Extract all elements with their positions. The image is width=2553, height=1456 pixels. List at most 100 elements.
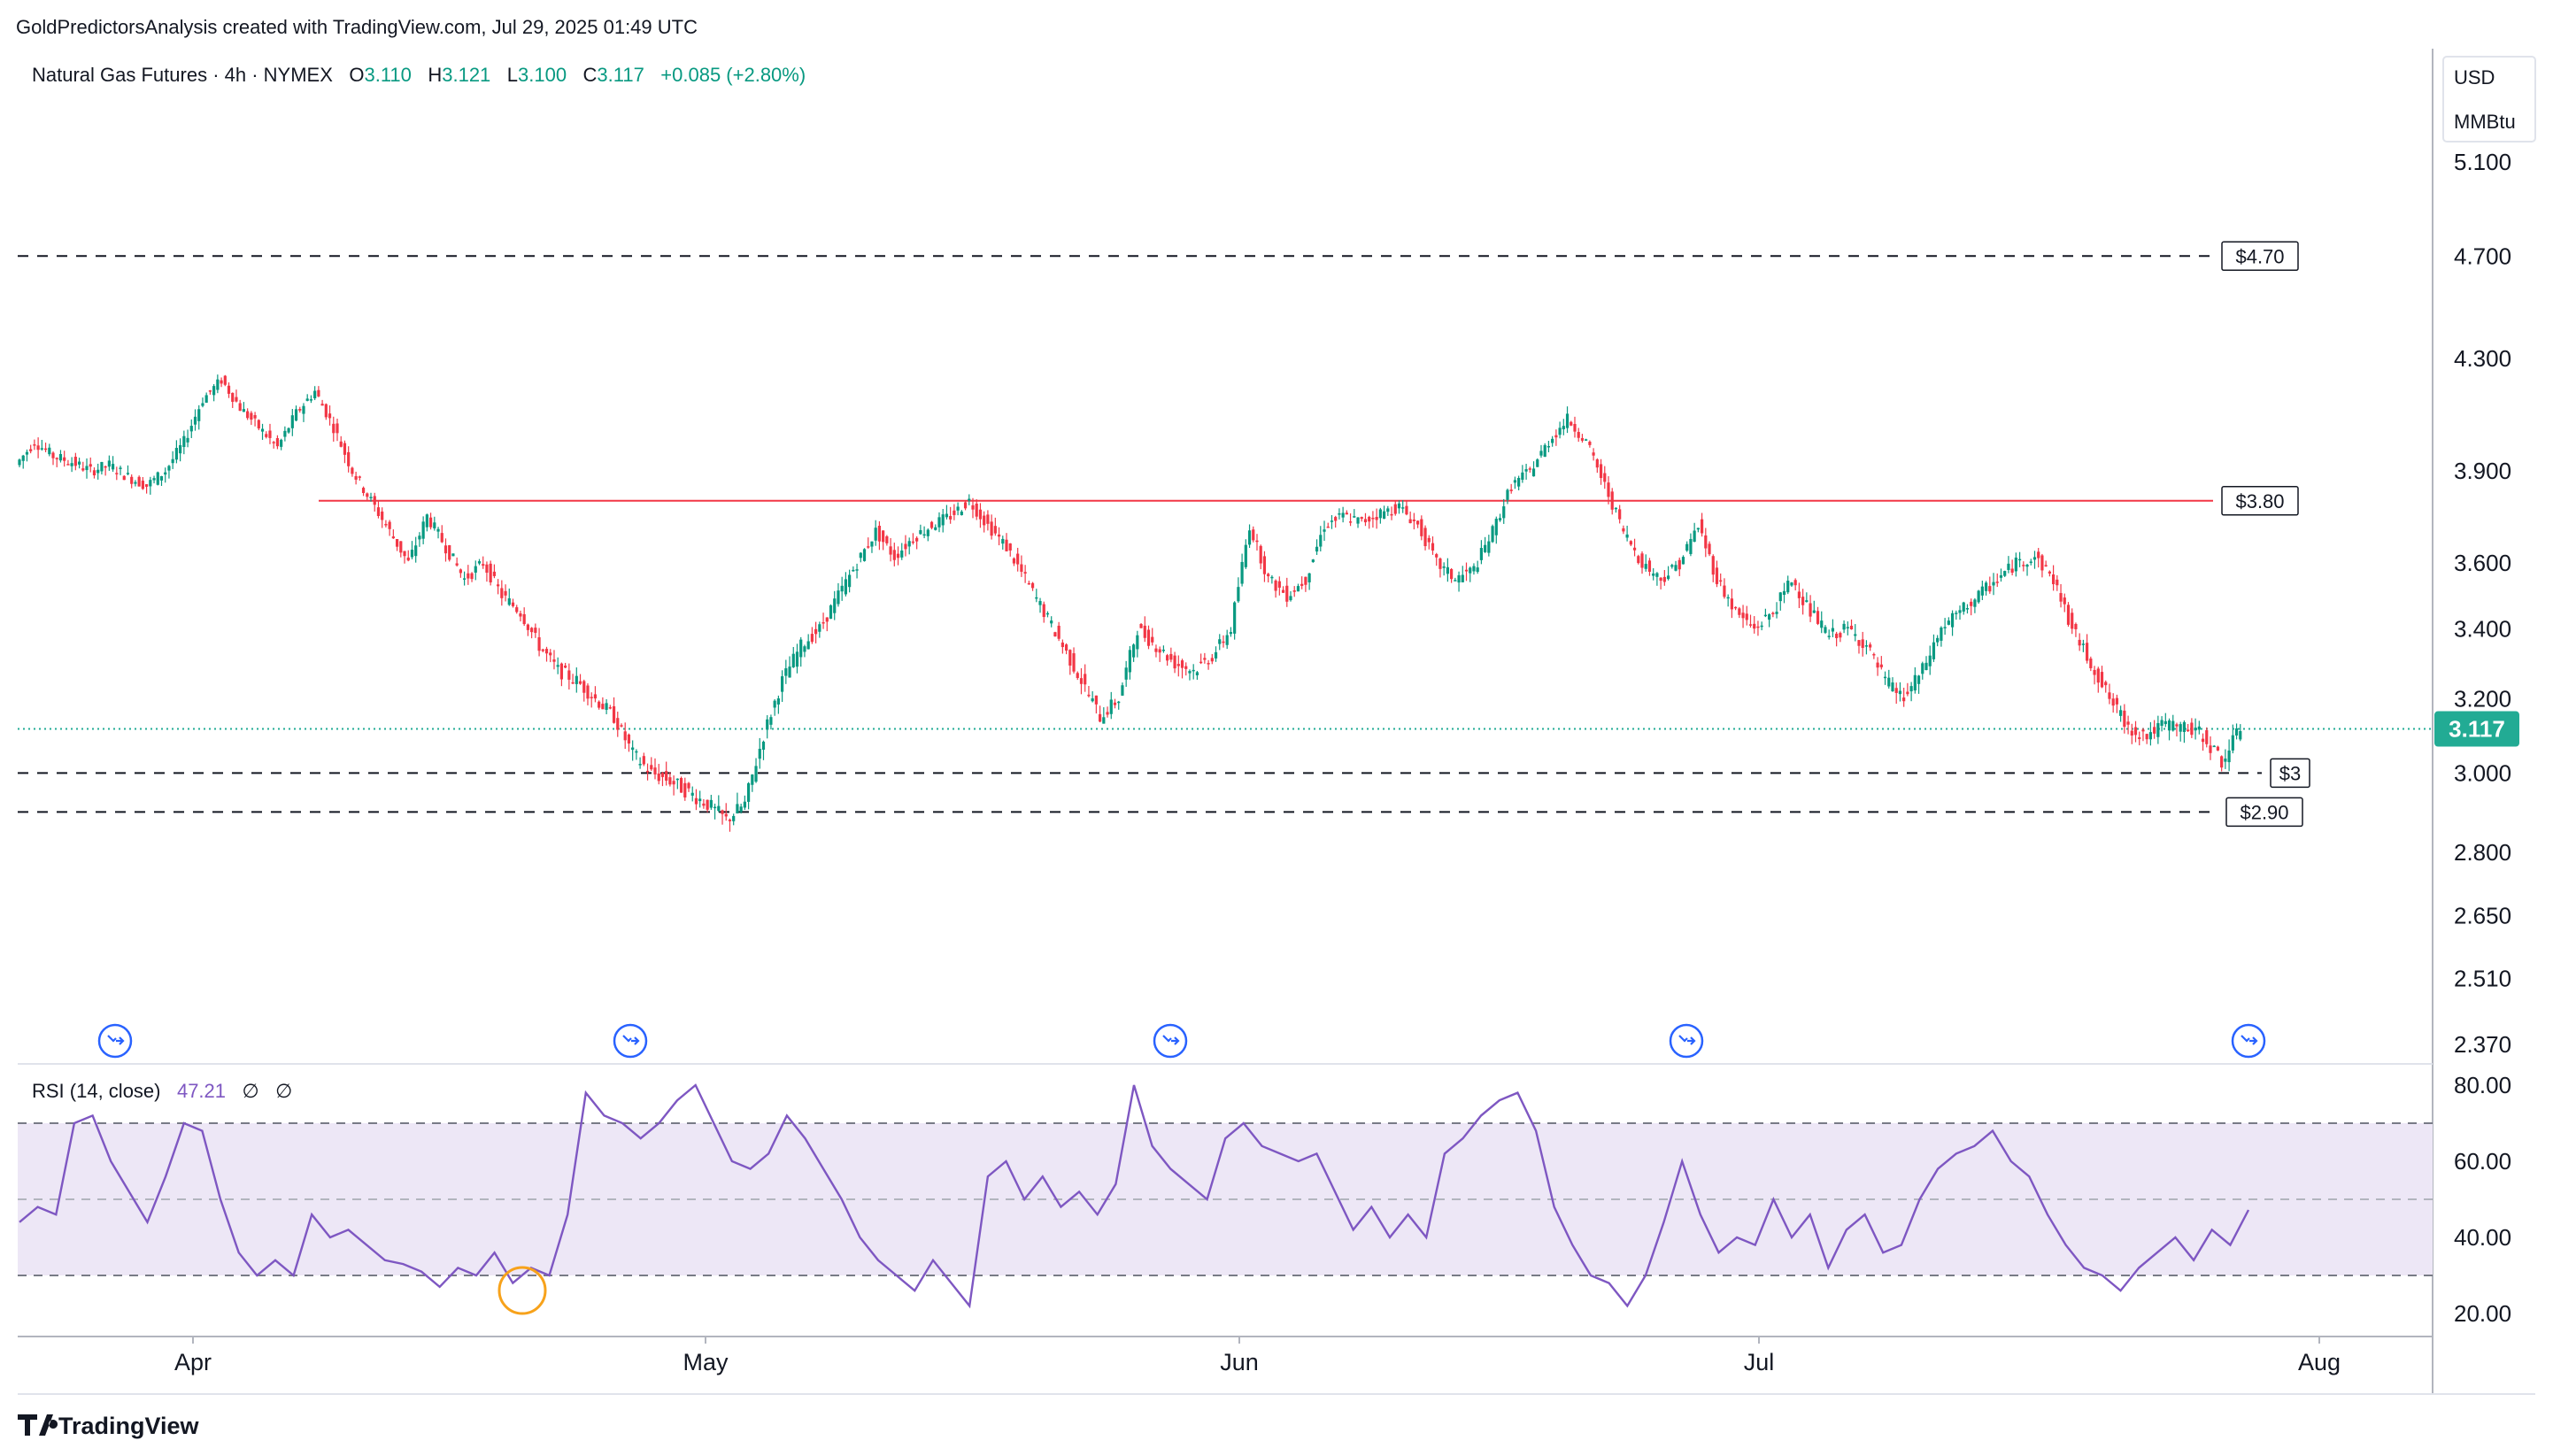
tradingview-logo[interactable]: TradingView <box>18 1413 200 1439</box>
event-icon-ring <box>1153 1023 1188 1059</box>
candle-body <box>1962 602 1965 612</box>
candle-body <box>605 703 608 710</box>
candle-body <box>2163 720 2167 725</box>
event-icon[interactable] <box>2231 1023 2266 1059</box>
candle-body <box>1928 655 1932 666</box>
candle-body <box>227 385 231 394</box>
candle-body <box>2190 722 2194 736</box>
legend-high-value: 3.121 <box>442 64 490 86</box>
candle-body <box>1304 576 1307 585</box>
candle-body <box>421 521 425 539</box>
candle-body <box>1259 545 1262 564</box>
price-tick-label: 2.370 <box>2454 1031 2511 1058</box>
candle-body <box>2205 730 2209 744</box>
candle-body <box>660 773 665 777</box>
candle-body <box>1857 640 1861 646</box>
candle-body <box>111 464 115 470</box>
event-icon[interactable] <box>1153 1023 1188 1059</box>
time-tick-label: May <box>683 1349 729 1375</box>
candle-body <box>534 628 537 634</box>
candle-body <box>1913 674 1917 691</box>
candle-body <box>366 493 369 497</box>
candle-body <box>1995 582 1999 583</box>
candle-body <box>1666 575 1670 580</box>
legend-low-label: L <box>507 64 518 86</box>
candle-body <box>1902 697 1906 702</box>
candle-body <box>1950 612 1955 628</box>
candle-body <box>1831 628 1835 632</box>
candle-body <box>2048 571 2051 574</box>
event-icon[interactable] <box>97 1023 133 1059</box>
candle-body <box>717 805 721 812</box>
candle-body <box>414 545 418 557</box>
candle-body <box>781 676 784 692</box>
candle-body <box>1348 521 1353 523</box>
candle-body <box>1756 626 1760 628</box>
candle-body <box>1999 574 2003 578</box>
candle-body <box>1681 557 1685 565</box>
candle-body <box>694 797 698 805</box>
candle-body <box>324 404 328 418</box>
candle-body <box>1894 688 1898 693</box>
candle-body <box>1812 610 1816 613</box>
candle-body <box>1693 530 1696 543</box>
candle-body <box>564 666 567 668</box>
legend-open-label: O <box>349 64 364 86</box>
candle-body <box>1038 601 1042 605</box>
event-icon[interactable] <box>613 1023 648 1059</box>
candle-body <box>2089 659 2093 668</box>
candle-body <box>2194 728 2197 731</box>
candle-body <box>485 564 489 574</box>
currency-unit-box[interactable] <box>2442 56 2536 143</box>
candle-body <box>1797 591 1801 598</box>
candle-body <box>1184 666 1188 669</box>
candle-body <box>1334 517 1338 521</box>
candle-body <box>571 682 575 684</box>
candle-body <box>736 804 739 813</box>
candle-body <box>197 409 201 421</box>
candle-body <box>840 585 844 592</box>
candle-body <box>2187 729 2190 732</box>
candle-body <box>1008 543 1012 551</box>
candle-body <box>721 810 724 814</box>
price-tick-label: 5.100 <box>2454 149 2511 175</box>
candle-body <box>1992 582 1995 586</box>
candle-body <box>40 448 43 450</box>
candle-body <box>1644 564 1647 569</box>
candle-body <box>578 681 582 684</box>
candle-body <box>2063 597 2066 605</box>
candle-body <box>2123 710 2126 728</box>
candle-body <box>620 725 623 727</box>
candle-body <box>1016 553 1020 565</box>
candle-body <box>683 782 687 797</box>
candle-body <box>1117 701 1121 704</box>
candle-body <box>971 505 975 510</box>
candle-body <box>55 458 58 459</box>
candle-body <box>179 444 182 454</box>
candle-body <box>803 646 806 652</box>
candle-body <box>317 389 320 397</box>
candle-body <box>2010 568 2014 573</box>
candle-body <box>1188 671 1192 674</box>
candle-body <box>706 799 709 810</box>
candle-body <box>1195 672 1199 675</box>
candle-body <box>1042 604 1045 618</box>
candle-body <box>1891 682 1894 692</box>
candle-body <box>1909 686 1913 692</box>
candle-body <box>1517 477 1521 487</box>
level-tag-label: $3 <box>2279 762 2301 784</box>
candle-body <box>2029 561 2032 563</box>
candle-body <box>182 435 186 447</box>
candle-body <box>1192 669 1195 672</box>
candle-body <box>1079 678 1084 684</box>
currency-selector[interactable]: USD MMBtu <box>2442 56 2536 143</box>
candle-body <box>1416 520 1420 525</box>
candle-body <box>575 675 578 684</box>
candle-body <box>1461 574 1464 582</box>
event-markers[interactable] <box>97 1023 2266 1059</box>
unit-label: MMBtu <box>2454 111 2516 133</box>
candle-body <box>448 544 451 560</box>
event-icon[interactable] <box>1669 1023 1704 1059</box>
candle-body <box>119 467 122 469</box>
